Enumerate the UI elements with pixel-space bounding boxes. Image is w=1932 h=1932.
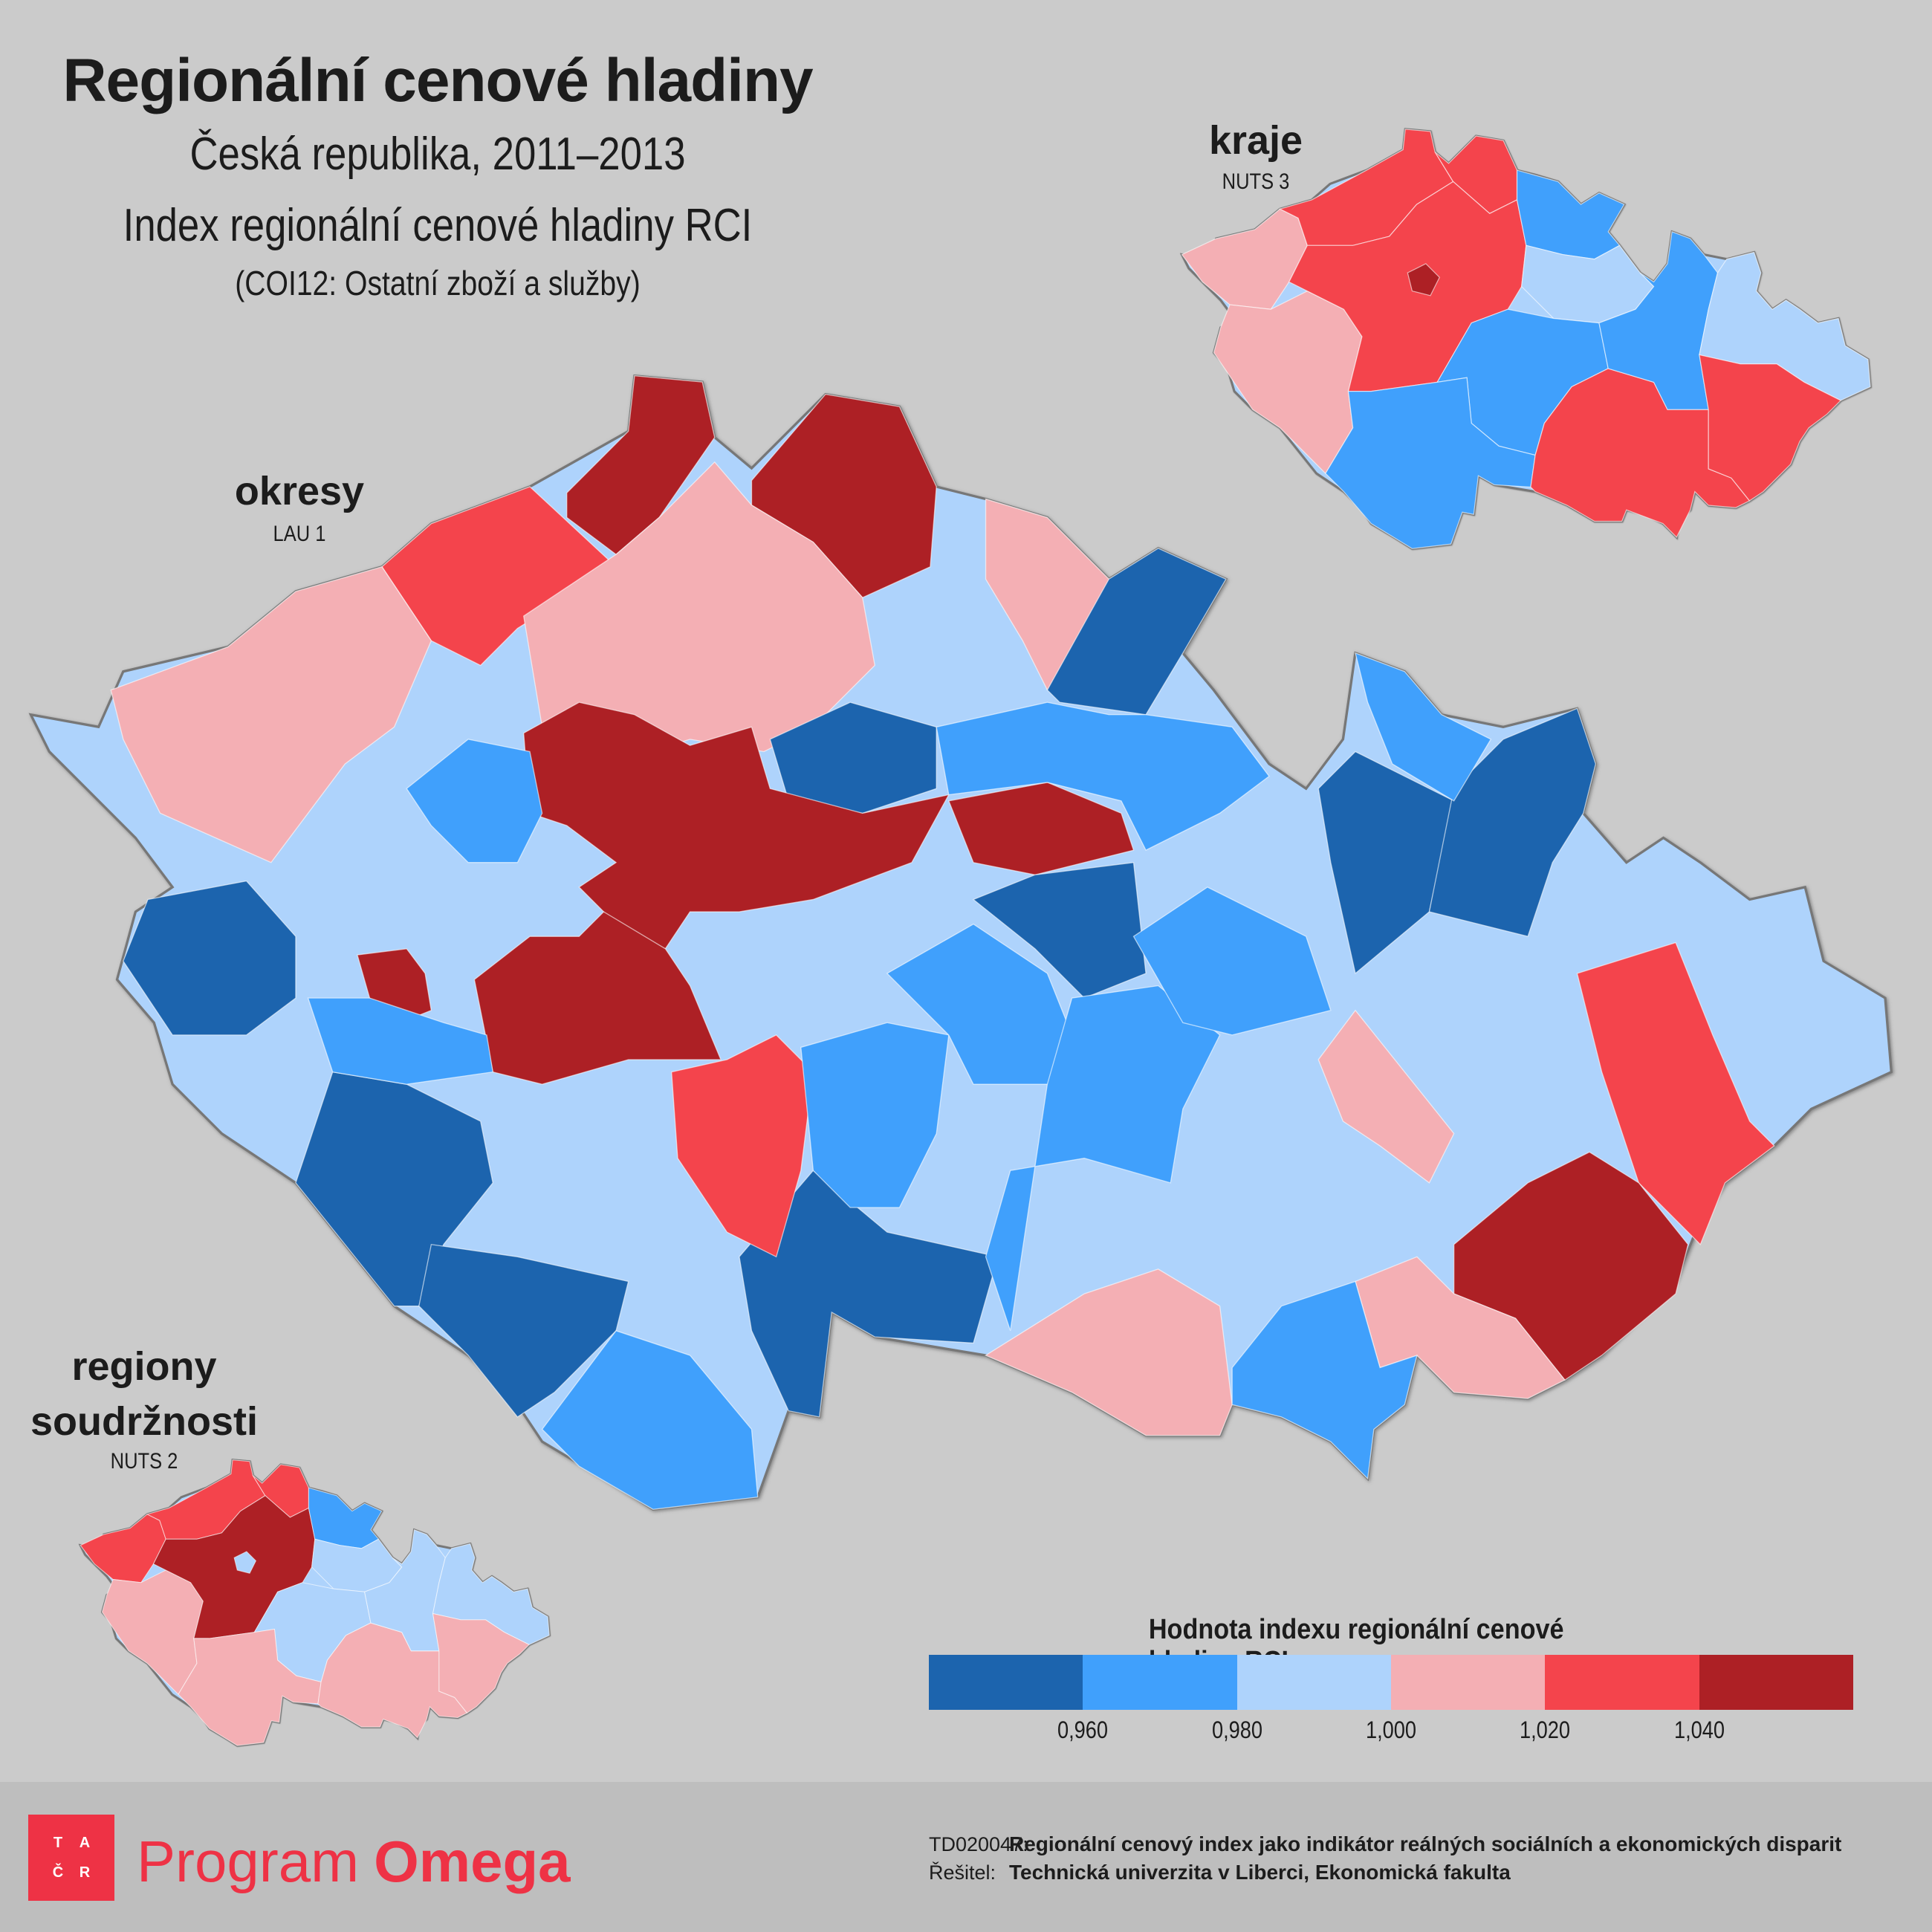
nuts2-region xyxy=(178,1628,322,1746)
legend-swatch xyxy=(1390,1655,1546,1710)
okresy-code: LAU 1 xyxy=(273,522,326,546)
okres-region xyxy=(541,1330,759,1510)
logo-letter: Č xyxy=(52,1864,64,1881)
footer xyxy=(0,1782,1932,1932)
legend-tick: 0,980 xyxy=(1211,1717,1263,1743)
regiony-code: NUTS 2 xyxy=(110,1449,178,1474)
okres-region xyxy=(1231,1280,1418,1480)
okres-region xyxy=(1428,707,1597,937)
legend-swatch xyxy=(929,1655,1083,1710)
page-title: Regionální cenové hladiny xyxy=(62,47,813,114)
program-word: Program xyxy=(137,1829,360,1894)
legend-swatch xyxy=(1699,1655,1853,1710)
logo-letter: A xyxy=(79,1834,91,1851)
project-key: TD020047: xyxy=(929,1833,1028,1855)
kraj-region xyxy=(1407,263,1440,296)
okres-region xyxy=(473,911,722,1085)
legend-tick: 0,960 xyxy=(1057,1717,1109,1743)
project-line: TD020047:Regionální cenový index jako in… xyxy=(929,1832,1841,1856)
okres-region xyxy=(418,1243,629,1418)
legend-color-bar xyxy=(929,1655,1853,1710)
category: (COI12: Ostatní zboží a služby) xyxy=(235,264,641,302)
okres-region xyxy=(972,861,1147,999)
kraj-region xyxy=(1213,290,1363,475)
okres-region xyxy=(406,739,543,863)
regiony-map xyxy=(78,1459,551,1747)
nuts2-region xyxy=(432,1612,530,1714)
solver-line: Řešitel: Technická univerzita v Liberci, … xyxy=(929,1861,1511,1884)
okres-region xyxy=(670,1034,814,1258)
okres-region xyxy=(1317,1009,1455,1184)
okres-region xyxy=(123,880,296,1036)
okresy-map xyxy=(28,374,1893,1511)
okres-region xyxy=(1576,941,1775,1245)
okres-region xyxy=(307,997,494,1085)
index-name: Index regionální cenové hladiny RCI xyxy=(123,200,753,251)
okres-region xyxy=(936,701,1270,852)
kraj-region xyxy=(1325,377,1536,549)
legend-swatch xyxy=(1083,1655,1237,1710)
okres-region xyxy=(1355,652,1492,802)
logo-letter: R xyxy=(79,1864,91,1881)
okres-region xyxy=(1132,886,1332,1036)
okresy-label: okresy xyxy=(234,469,365,513)
nuts2-region xyxy=(308,1487,383,1549)
nuts2-region xyxy=(101,1569,204,1696)
kraj-region xyxy=(1516,169,1625,260)
tacr-logo: T A Č R xyxy=(28,1815,114,1901)
okres-region xyxy=(985,985,1221,1332)
program-title: Omega xyxy=(374,1829,571,1894)
kraje-map xyxy=(1179,128,1872,550)
subtitle: Česká republika, 2011–2013 xyxy=(189,129,686,180)
solver-name: Technická univerzita v Liberci, Ekonomic… xyxy=(1009,1861,1511,1884)
legend-tick: 1,040 xyxy=(1673,1717,1725,1743)
okres-region xyxy=(800,1022,950,1208)
kraj-region xyxy=(1699,354,1842,502)
logo-letter: T xyxy=(53,1834,63,1851)
kraje-code: NUTS 3 xyxy=(1222,169,1290,194)
nuts2-region xyxy=(233,1551,257,1574)
solver-key: Řešitel: xyxy=(929,1861,996,1884)
okres-region xyxy=(566,375,716,556)
legend-tick: 1,020 xyxy=(1519,1717,1571,1743)
legend-swatch xyxy=(1545,1655,1699,1710)
regiony-label-2: soudržnosti xyxy=(30,1399,258,1444)
okres-region xyxy=(739,1170,999,1418)
regiony-label-1: regiony xyxy=(71,1344,217,1389)
legend-tick: 1,000 xyxy=(1365,1717,1417,1743)
okres-region xyxy=(110,565,432,863)
okres-region xyxy=(1046,548,1227,716)
kraje-label: kraje xyxy=(1208,118,1303,163)
program-name: Program Omega xyxy=(137,1828,571,1896)
project-title: Regionální cenový index jako indikátor r… xyxy=(1009,1832,1842,1855)
okres-region xyxy=(523,701,950,950)
legend-swatch xyxy=(1236,1655,1391,1710)
